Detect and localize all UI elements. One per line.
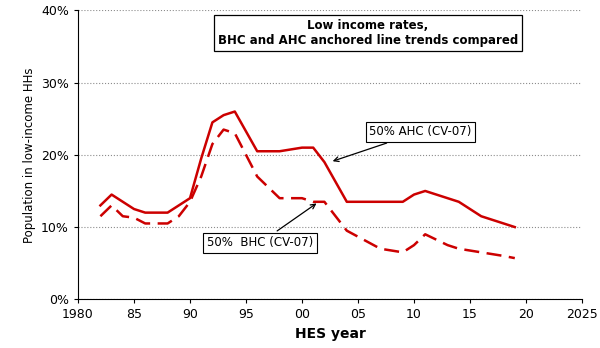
Text: 50%  BHC (CV-07): 50% BHC (CV-07) [207, 204, 316, 250]
Y-axis label: Population in low-income HHs: Population in low-income HHs [23, 67, 35, 243]
Text: 50% AHC (CV-07): 50% AHC (CV-07) [334, 125, 472, 161]
Text: Low income rates,
BHC and AHC anchored line trends compared: Low income rates, BHC and AHC anchored l… [218, 19, 518, 47]
X-axis label: HES year: HES year [295, 327, 365, 341]
